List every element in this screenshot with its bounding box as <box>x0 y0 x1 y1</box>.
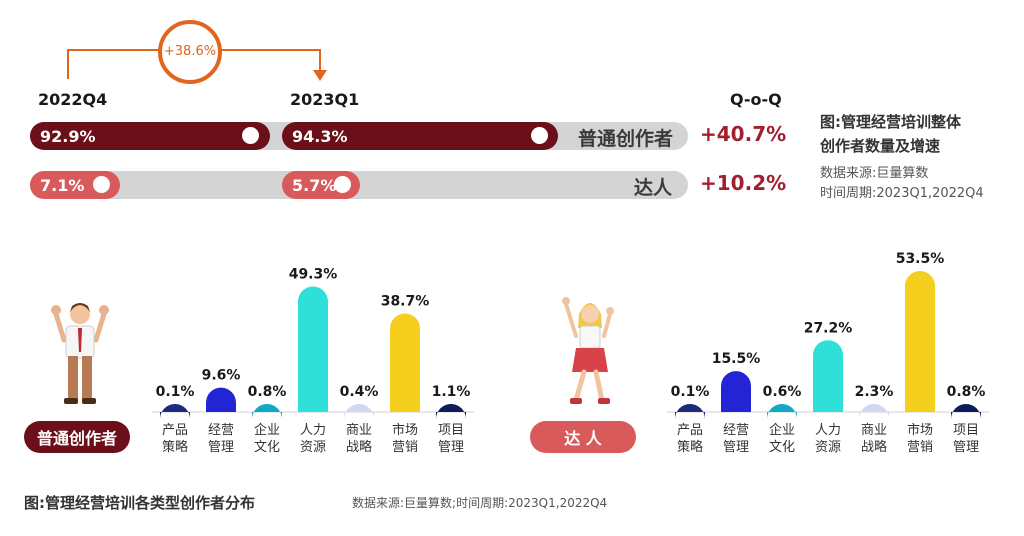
expert-data-label-2: 0.6% <box>763 384 802 400</box>
expert-data-label-4: 2.3% <box>855 384 894 400</box>
expert-bar-3 <box>813 340 843 412</box>
ordinary-value-2022q4: 92.9% <box>40 126 96 146</box>
ordinary-data-label-5: 38.7% <box>381 293 430 309</box>
ordinary-category-label-6-1: 管理 <box>438 440 464 455</box>
ordinary-bar-4 <box>344 404 374 419</box>
ordinary-knob-left <box>242 127 259 144</box>
period-left-label: 2022Q4 <box>38 90 108 109</box>
expert-category-label-2-1: 文化 <box>769 440 795 455</box>
expert-category-label-0-1: 策略 <box>677 439 703 455</box>
expert-category-label-6-0: 项目 <box>953 423 979 438</box>
ordinary-data-label-2: 0.8% <box>248 384 287 400</box>
expert-category-label-0-0: 产品 <box>677 423 703 438</box>
ordinary-bar-3 <box>298 286 328 412</box>
ordinary-value-2023q1: 94.3% <box>292 126 348 146</box>
ordinary-data-label-6: 1.1% <box>432 384 471 400</box>
expert-knob-right <box>334 176 351 193</box>
expert-category-label-5-0: 市场 <box>907 422 933 438</box>
ordinary-data-label-1: 9.6% <box>202 368 241 384</box>
ordinary-qoq: +40.7% <box>700 122 787 146</box>
ordinary-category-label-0-1: 策略 <box>162 439 188 455</box>
ordinary-category-label-4-1: 战略 <box>346 439 372 455</box>
expert-category-label-2-0: 企业 <box>769 422 795 438</box>
expert-bar-1 <box>721 371 751 412</box>
ordinary-creator-badge: 普通创作者 <box>24 421 130 453</box>
expert-data-label-0: 0.1% <box>671 384 710 400</box>
ordinary-bar-5 <box>390 313 420 412</box>
expert-qoq: +10.2% <box>700 171 787 195</box>
ordinary-data-label-0: 0.1% <box>156 384 195 400</box>
ordinary-category-label-5-1: 营销 <box>392 440 418 455</box>
ordinary-category-label-1-1: 管理 <box>208 440 234 455</box>
ordinary-category-label-3-0: 人力 <box>300 423 326 438</box>
period-right-label: 2023Q1 <box>290 90 360 109</box>
expert-data-label-1: 15.5% <box>712 351 761 367</box>
woman-cheering-icon <box>562 297 614 404</box>
growth-label: +38.6% <box>163 44 217 59</box>
ordinary-category-label-1-0: 经营 <box>208 423 234 438</box>
expert-knob-left <box>93 176 110 193</box>
expert-data-label-6: 0.8% <box>947 384 986 400</box>
expert-badge: 达 人 <box>530 421 636 453</box>
expert-category-label-3-0: 人力 <box>815 423 841 438</box>
ordinary-category-label-4-0: 商业 <box>346 423 372 438</box>
qoq-header: Q-o-Q <box>730 90 782 109</box>
expert-data-label-3: 27.2% <box>804 320 853 336</box>
man-cheering-icon <box>51 303 109 404</box>
overview-source: 数据来源:巨量算数 <box>820 166 929 181</box>
expert-bar-2 <box>767 404 797 419</box>
ordinary-bar-2023q1: 94.3% <box>282 122 558 150</box>
ordinary-bar-6 <box>436 404 466 419</box>
overview-period: 时间周期:2023Q1,2022Q4 <box>820 186 984 201</box>
ordinary-bar-1 <box>206 387 236 412</box>
overview-note: 图:管理经营培训整体 创作者数量及增速 数据来源:巨量算数 时间周期:2023Q… <box>820 110 1020 204</box>
expert-category-label-1-0: 经营 <box>723 423 749 438</box>
ordinary-category-label-6-0: 项目 <box>438 423 464 438</box>
ordinary-category-label-2-0: 企业 <box>254 422 280 438</box>
expert-bar-5 <box>905 270 935 412</box>
expert-category-label-4-0: 商业 <box>861 423 887 438</box>
expert-category-label-6-1: 管理 <box>953 440 979 455</box>
ordinary-data-label-3: 49.3% <box>289 267 338 283</box>
ordinary-category-label-2-1: 文化 <box>254 440 280 455</box>
expert-value-2022q4: 7.1% <box>40 175 85 195</box>
expert-bar-0 <box>675 404 705 419</box>
expert-category-label-3-1: 资源 <box>815 440 841 455</box>
footer-caption: 图:管理经营培训各类型创作者分布 <box>24 494 256 512</box>
ordinary-category-label-0-0: 产品 <box>162 423 188 438</box>
expert-category-label-1-1: 管理 <box>723 440 749 455</box>
expert-value-2023q1: 5.7% <box>292 175 337 195</box>
footer-source: 数据来源:巨量算数;时间周期:2023Q1,2022Q4 <box>352 496 608 510</box>
expert-data-label-5: 53.5% <box>896 251 945 267</box>
ordinary-row-label: 普通创作者 <box>578 128 674 150</box>
ordinary-category-label-5-0: 市场 <box>392 422 418 438</box>
expert-category-label-4-1: 战略 <box>861 439 887 455</box>
expert-category-label-5-1: 营销 <box>907 440 933 455</box>
ordinary-bar-2022q4: 92.9% <box>30 122 270 150</box>
expert-row-label: 达人 <box>634 177 673 199</box>
ordinary-category-label-3-1: 资源 <box>300 440 326 455</box>
ordinary-data-label-4: 0.4% <box>340 384 379 400</box>
overview-title-line1: 图:管理经营培训整体 <box>820 113 961 131</box>
ordinary-bar-2 <box>252 404 282 419</box>
expert-bar-6 <box>951 404 981 419</box>
ordinary-bar-0 <box>160 404 190 419</box>
expert-bar-4 <box>859 404 889 419</box>
growth-connector <box>67 20 327 84</box>
ordinary-knob-right <box>531 127 548 144</box>
overview-title-line2: 创作者数量及增速 <box>820 137 941 155</box>
